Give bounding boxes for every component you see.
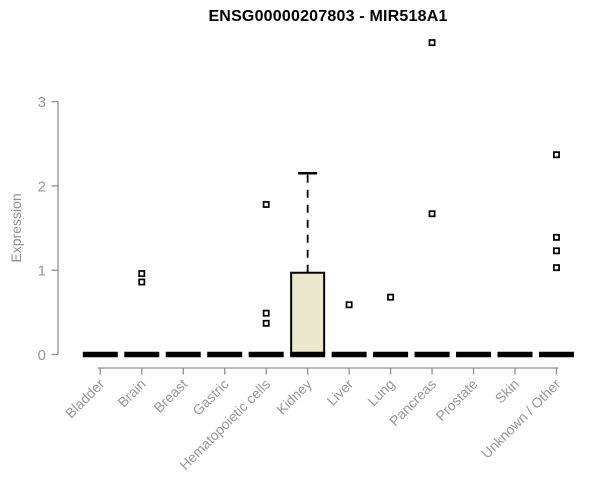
outlier-point-unknown-other bbox=[553, 233, 560, 241]
x-tick-label-breast: Breast bbox=[150, 376, 190, 416]
outlier-point-unknown-other bbox=[553, 151, 560, 159]
x-tick-label-skin: Skin bbox=[492, 376, 523, 407]
x-tick-label-unknown-other: Unknown / Other bbox=[478, 376, 564, 462]
outlier-point-unknown-other bbox=[553, 247, 560, 255]
box-kidney bbox=[290, 271, 326, 356]
y-tick-label: 0 bbox=[38, 347, 46, 364]
outlier-point-brain bbox=[138, 278, 146, 286]
x-tick-label-liver: Liver bbox=[323, 376, 356, 409]
outlier-point-unknown-other bbox=[553, 264, 560, 272]
outlier-point-liver bbox=[345, 301, 353, 309]
outlier-point-pancreas bbox=[428, 210, 436, 218]
outlier-point-pancreas bbox=[428, 39, 436, 47]
y-tick-label: 3 bbox=[38, 94, 46, 111]
y-tick-label: 1 bbox=[38, 263, 46, 280]
outlier-point-lung bbox=[387, 293, 395, 301]
x-tick-label-lung: Lung bbox=[364, 376, 397, 409]
outlier-point-brain bbox=[138, 270, 146, 278]
x-tick-label-brain: Brain bbox=[114, 376, 148, 410]
chart-title: ENSG00000207803 - MIR518A1 bbox=[208, 8, 448, 25]
outlier-point-hematopoietic-cells bbox=[262, 200, 270, 208]
x-tick-label-kidney: Kidney bbox=[273, 376, 315, 418]
x-tick-label-prostate: Prostate bbox=[432, 376, 480, 424]
x-tick-label-bladder: Bladder bbox=[62, 376, 108, 422]
outlier-point-hematopoietic-cells bbox=[262, 319, 270, 327]
outlier-point-hematopoietic-cells bbox=[262, 309, 270, 317]
y-tick-label: 2 bbox=[38, 178, 46, 195]
